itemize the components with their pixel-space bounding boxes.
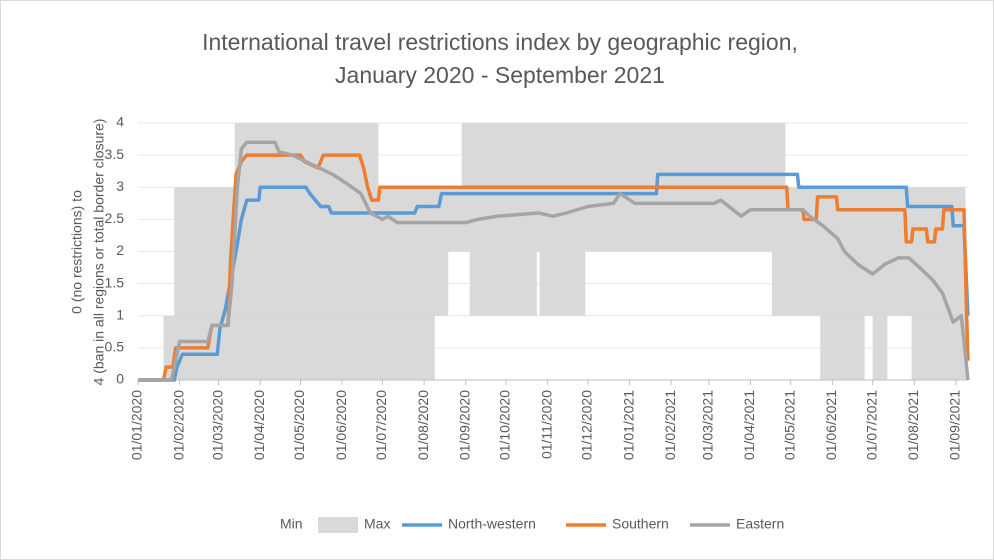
x-tick-label: 01/06/2021 (823, 390, 839, 460)
x-tick-label: 01/05/2020 (291, 390, 307, 460)
chart-title: January 2020 - September 2021 (335, 62, 665, 88)
y-tick-label: 3.5 (105, 146, 125, 162)
y-tick-label: 0 (116, 371, 124, 387)
y-tick-label: 3 (116, 178, 124, 194)
x-tick-label: 01/04/2021 (741, 390, 757, 460)
x-tick-label: 01/03/2020 (209, 390, 225, 460)
y-tick-label: 1.5 (105, 274, 125, 290)
x-tick-label: 01/02/2020 (170, 390, 186, 460)
legend-label: Eastern (736, 516, 784, 532)
x-tick-label: 01/08/2020 (415, 390, 431, 460)
x-tick-label: 01/07/2020 (373, 390, 389, 460)
x-tick-label: 01/06/2020 (333, 390, 349, 460)
x-tick-label: 01/10/2020 (497, 390, 513, 460)
y-tick-label: 0.5 (105, 339, 125, 355)
y-tick-label: 2 (116, 242, 124, 258)
x-tick-label: 01/12/2020 (579, 390, 595, 460)
x-tick-label: 01/09/2021 (947, 390, 963, 460)
x-tick-label: 01/04/2020 (251, 390, 267, 460)
y-axis-label: 0 (no restrictions) to (69, 190, 85, 314)
legend-swatch (234, 517, 274, 533)
x-tick-label: 01/01/2020 (129, 390, 145, 460)
x-tick-label: 01/02/2021 (662, 390, 678, 460)
y-axis-label: 4 (ban in all regions or total border cl… (91, 119, 107, 386)
y-tick-label: 4 (116, 114, 124, 130)
x-tick-label: 01/01/2021 (620, 390, 636, 460)
x-tick-label: 01/08/2021 (905, 390, 921, 460)
legend-label: Southern (612, 516, 669, 532)
y-tick-label: 2.5 (105, 210, 125, 226)
x-tick-label: 01/07/2021 (863, 390, 879, 460)
chart-title: International travel restrictions index … (202, 29, 798, 55)
x-tick-label: 01/09/2020 (456, 390, 472, 460)
x-tick-label: 01/05/2021 (781, 390, 797, 460)
x-tick-label: 01/11/2020 (538, 390, 554, 459)
x-tick-label: 01/03/2021 (699, 390, 715, 460)
legend-label: Max (364, 516, 390, 532)
line (138, 140, 970, 382)
y-tick-label: 1 (116, 306, 124, 322)
legend-swatch (318, 517, 358, 533)
legend-label: Min (280, 516, 303, 532)
legend-label: North-western (448, 516, 536, 532)
